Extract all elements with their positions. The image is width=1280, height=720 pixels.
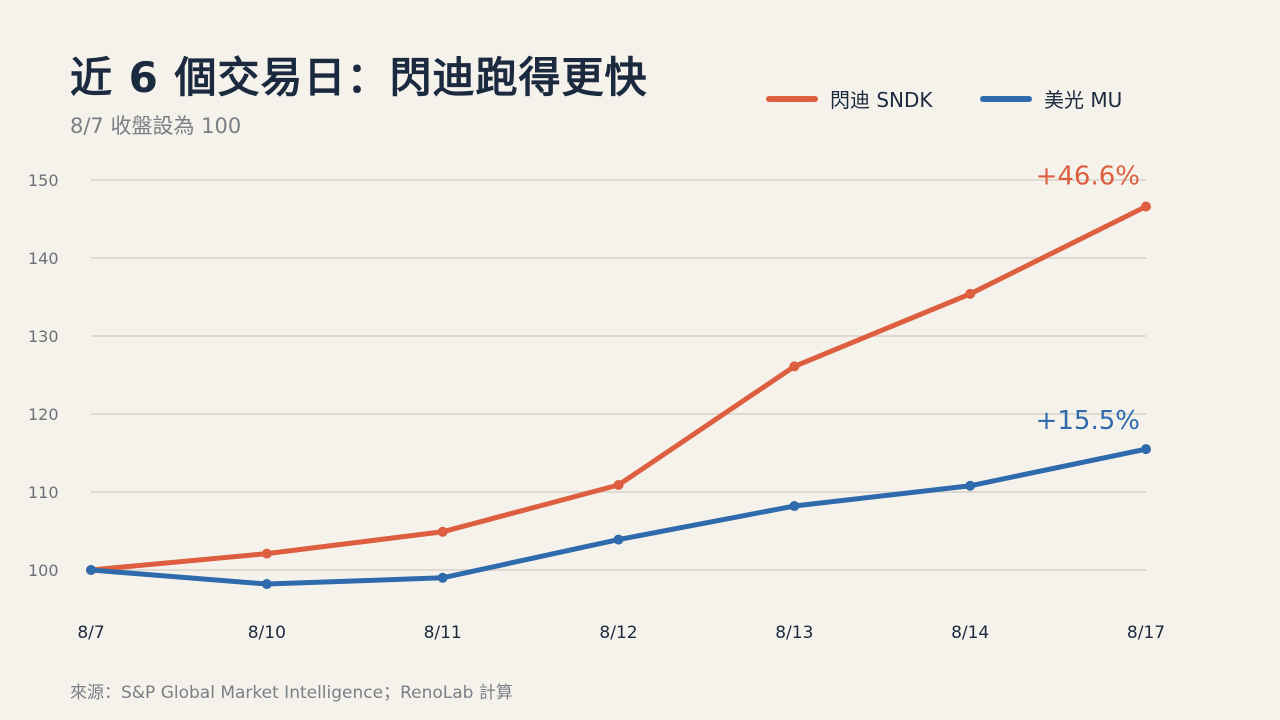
x-tick-label-8-7: 8/7	[77, 623, 104, 643]
data-point-sndk-2	[437, 526, 448, 537]
series-line-mu	[88, 446, 1149, 587]
legend-label-mu: 美光 MU	[1044, 88, 1123, 112]
x-axis-ticks: 8/7 8/10 8/11 8/12 8/13 8/14 8/17	[77, 623, 1165, 643]
data-point-mu-6	[1141, 444, 1151, 455]
legend-item-mu: 美光 MU	[980, 84, 1122, 113]
data-point-sndk-5	[965, 288, 976, 299]
legend-item-sndk: 閃迪 SNDK	[766, 84, 933, 113]
y-tick-label-140: 140	[28, 249, 59, 268]
source-note: 來源：S&P Global Market Intelligence；RenoLa…	[70, 683, 513, 703]
y-tick-label-150: 150	[28, 171, 59, 190]
y-axis-ticks: 100 110 120 130 140 150	[28, 171, 59, 580]
legend-swatch-mu	[980, 95, 1032, 102]
legend-swatch-sndk	[766, 95, 818, 102]
legend: 閃迪 SNDK 美光 MU	[0, 84, 1280, 124]
x-tick-label-8-10: 8/10	[248, 623, 286, 643]
series-line-sndk	[88, 204, 1149, 573]
end-label-sndk: +46.6%	[1036, 162, 1140, 192]
chart-title: 近 6 個交易日：閃迪跑得更快	[70, 53, 648, 102]
x-tick-label-8-17: 8/17	[1127, 623, 1165, 643]
data-point-mu-4	[789, 501, 800, 512]
data-point-mu-2	[437, 572, 448, 583]
gridlines	[91, 179, 1146, 571]
legend-label-sndk: 閃迪 SNDK	[830, 88, 933, 112]
series-layer: +46.6% +15.5%	[86, 162, 1151, 590]
data-point-sndk-6	[1141, 201, 1151, 212]
x-tick-label-8-11: 8/11	[424, 623, 462, 643]
data-point-mu-0	[86, 565, 96, 575]
end-label-mu: +15.5%	[1036, 406, 1140, 436]
data-point-mu-5	[965, 480, 976, 491]
x-tick-label-8-13: 8/13	[775, 623, 813, 643]
chart-subtitle: 8/7 收盤設為 100	[70, 114, 242, 138]
data-point-mu-1	[261, 579, 272, 590]
y-tick-label-130: 130	[28, 327, 59, 346]
y-tick-label-120: 120	[28, 405, 59, 424]
data-point-sndk-3	[613, 479, 624, 490]
x-tick-label-8-14: 8/14	[951, 623, 989, 643]
x-tick-label-8-12: 8/12	[599, 623, 637, 643]
data-point-mu-3	[613, 534, 624, 545]
y-tick-label-100: 100	[28, 561, 59, 580]
data-point-sndk-4	[789, 361, 800, 372]
data-point-sndk-1	[261, 548, 272, 559]
y-tick-label-110: 110	[28, 483, 59, 502]
